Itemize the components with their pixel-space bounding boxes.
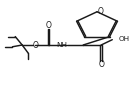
Text: O: O bbox=[32, 40, 38, 50]
Text: O: O bbox=[98, 7, 103, 16]
Text: NH: NH bbox=[56, 42, 67, 48]
Text: O: O bbox=[98, 60, 104, 69]
Text: O: O bbox=[46, 21, 52, 30]
Text: OH: OH bbox=[119, 36, 130, 42]
